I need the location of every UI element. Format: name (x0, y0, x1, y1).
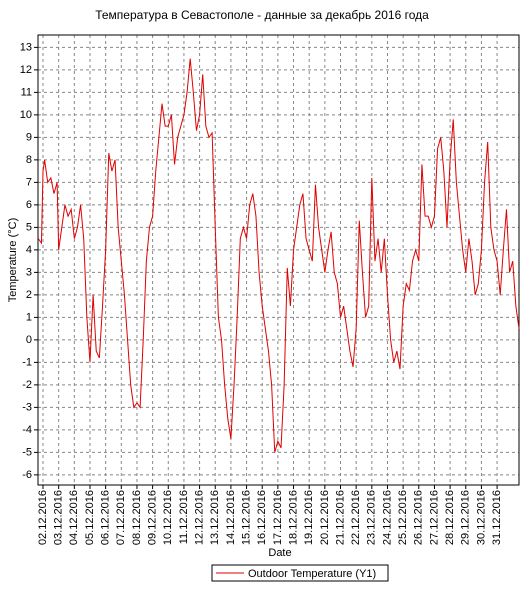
x-tick-label: 12.12.2016 (193, 490, 205, 545)
y-tick-label: -1 (22, 356, 32, 368)
x-tick-label: 08.12.2016 (131, 490, 143, 545)
y-tick-label: -5 (22, 446, 32, 458)
y-tick-label: 9 (26, 131, 32, 143)
x-tick-label: 10.12.2016 (162, 490, 174, 545)
y-tick-label: -3 (22, 401, 32, 413)
x-tick-label: 18.12.2016 (287, 490, 299, 545)
y-tick-label: 3 (26, 266, 32, 278)
x-tick-label: 15.12.2016 (240, 490, 252, 545)
x-tick-label: 03.12.2016 (53, 490, 65, 545)
plot-frame (37, 34, 520, 486)
data-line (37, 58, 520, 453)
x-tick-label: 05.12.2016 (84, 490, 96, 545)
legend-box (211, 564, 389, 582)
y-tick-label: 7 (26, 176, 32, 188)
x-tick-label: 04.12.2016 (68, 490, 80, 545)
y-tick-label: 4 (26, 244, 32, 256)
y-tick-label: 0 (26, 334, 32, 346)
x-tick-label: 20.12.2016 (319, 490, 331, 545)
x-tick-label: 25.12.2016 (397, 490, 409, 545)
x-tick-label: 28.12.2016 (444, 490, 456, 545)
y-tick-label: -2 (22, 379, 32, 391)
y-tick-label: -4 (22, 424, 32, 436)
x-tick-label: 16.12.2016 (256, 490, 268, 545)
y-tick-label: 12 (20, 64, 32, 76)
y-tick-label: 2 (26, 289, 32, 301)
x-tick-label: 13.12.2016 (209, 490, 221, 545)
y-tick-label: 13 (20, 41, 32, 53)
x-tick-label: 02.12.2016 (37, 490, 49, 545)
x-tick-label: 19.12.2016 (303, 490, 315, 545)
legend-label: Outdoor Temperature (Y1) (248, 568, 376, 580)
x-tick-label: 11.12.2016 (178, 490, 190, 544)
x-tick-label: 24.12.2016 (381, 490, 393, 545)
y-tick-label: 10 (20, 109, 32, 121)
x-tick-label: 07.12.2016 (115, 490, 127, 545)
y-tick-label: 11 (21, 86, 32, 98)
x-tick-label: 14.12.2016 (225, 490, 237, 545)
x-tick-label: 21.12.2016 (334, 490, 346, 545)
x-tick-label: 31.12.2016 (491, 490, 503, 545)
y-tick-label: 8 (26, 154, 32, 166)
x-tick-label: 22.12.2016 (350, 490, 362, 545)
x-tick-label: 23.12.2016 (366, 490, 378, 545)
y-tick-label: -6 (22, 469, 32, 481)
x-tick-label: 29.12.2016 (460, 490, 472, 545)
x-tick-label: 17.12.2016 (272, 490, 284, 545)
x-tick-label: 06.12.2016 (100, 490, 112, 545)
chart-title: Температура в Севастополе - данные за де… (95, 8, 429, 22)
y-tick-label: 5 (26, 221, 32, 233)
y-tick-label: 6 (26, 199, 32, 211)
x-tick-label: 27.12.2016 (428, 490, 440, 545)
x-tick-label: 30.12.2016 (475, 490, 487, 545)
x-tick-label: 09.12.2016 (147, 490, 159, 545)
y-axis-label: Temperature (°C) (7, 218, 19, 302)
x-axis-label: Date (268, 547, 291, 559)
y-tick-label: 1 (26, 311, 32, 323)
x-tick-label: 26.12.2016 (413, 490, 425, 545)
